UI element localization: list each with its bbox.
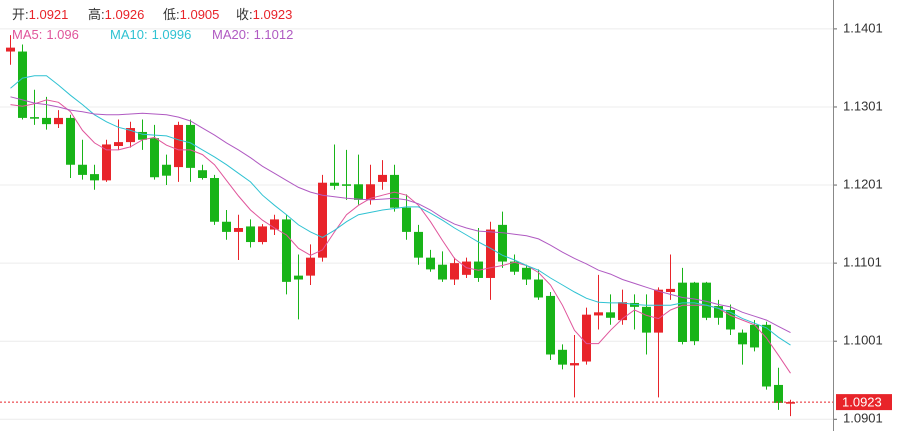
candle-body bbox=[330, 182, 339, 186]
candle-body bbox=[726, 309, 735, 330]
candle-body bbox=[54, 117, 63, 125]
candle-body bbox=[510, 261, 519, 272]
candle-body bbox=[678, 282, 687, 342]
candle-body bbox=[114, 142, 123, 147]
candle-body bbox=[174, 124, 183, 168]
candle-body bbox=[186, 124, 195, 168]
ohlc-value: 1.0923 bbox=[253, 7, 293, 22]
ohlc-value: 1.0905 bbox=[180, 7, 220, 22]
candle-body bbox=[66, 117, 75, 165]
candle-body bbox=[582, 314, 591, 362]
candle-body bbox=[654, 289, 663, 333]
legend-name: MA5: bbox=[12, 27, 42, 42]
candle-body bbox=[150, 138, 159, 178]
candle-body bbox=[102, 144, 111, 181]
candle-body bbox=[258, 226, 267, 243]
candle-body bbox=[762, 324, 771, 387]
candle-body bbox=[390, 174, 399, 208]
candle-body bbox=[618, 302, 627, 321]
ohlc-value: 1.0921 bbox=[29, 7, 69, 22]
legend-name: MA20: bbox=[212, 27, 250, 42]
candle-body bbox=[450, 263, 459, 280]
candle-body bbox=[294, 275, 303, 280]
candle-body bbox=[546, 295, 555, 355]
candle-body bbox=[738, 332, 747, 345]
candle-body bbox=[234, 227, 243, 232]
y-tick-label: 1.1101 bbox=[843, 255, 882, 270]
candle-body bbox=[570, 363, 579, 366]
candle-body bbox=[366, 184, 375, 200]
candle-body bbox=[438, 264, 447, 280]
candle-body bbox=[78, 164, 87, 175]
candle-body bbox=[774, 384, 783, 403]
candle-body bbox=[270, 219, 279, 230]
legend-name: MA10: bbox=[110, 27, 148, 42]
candle-body bbox=[414, 231, 423, 258]
candle-body bbox=[246, 226, 255, 243]
y-tick-label: 1.1001 bbox=[843, 333, 883, 348]
candle-body bbox=[354, 184, 363, 200]
current-price-label: 1.0923 bbox=[842, 395, 882, 410]
candle-body bbox=[126, 128, 135, 143]
candle-body bbox=[210, 178, 219, 222]
y-tick-label: 1.0901 bbox=[843, 411, 883, 426]
ma-line bbox=[10, 75, 791, 346]
candle-body bbox=[558, 349, 567, 365]
candle-body bbox=[6, 47, 15, 52]
y-tick-label: 1.1401 bbox=[843, 20, 883, 35]
ohlc-value: 1.0926 bbox=[105, 7, 145, 22]
candle-body bbox=[606, 312, 615, 318]
candle-body bbox=[594, 312, 603, 316]
legend-value: 1.096 bbox=[46, 27, 79, 42]
candle-body bbox=[702, 282, 711, 318]
candle-body bbox=[18, 51, 27, 118]
ma-line bbox=[10, 96, 791, 334]
candle-body bbox=[378, 174, 387, 182]
candle-body bbox=[534, 279, 543, 298]
current-price-tag bbox=[836, 394, 892, 411]
candle-body bbox=[42, 117, 51, 125]
candle-body bbox=[198, 170, 207, 179]
candle-body bbox=[426, 257, 435, 270]
ohlc-label: 开: bbox=[12, 7, 29, 22]
candle-body bbox=[714, 306, 723, 318]
ohlc-label: 收: bbox=[236, 7, 253, 22]
candle-body bbox=[786, 402, 795, 404]
candle-body bbox=[222, 221, 231, 232]
candle-body bbox=[162, 164, 171, 176]
candle-body bbox=[666, 288, 675, 293]
candle-body bbox=[498, 224, 507, 262]
ohlc-header: 开:1.0921 高:1.0926 低:1.0905 收:1.0923 bbox=[12, 7, 292, 22]
candle-body bbox=[282, 219, 291, 282]
legend-value: 1.1012 bbox=[254, 27, 294, 42]
candle-body bbox=[642, 306, 651, 333]
candle-body bbox=[30, 117, 39, 119]
candle-body bbox=[402, 207, 411, 232]
candle-body bbox=[342, 184, 351, 186]
ma-line bbox=[10, 99, 791, 374]
y-tick-label: 1.1301 bbox=[843, 98, 883, 113]
candle-body bbox=[90, 174, 99, 181]
ma-legend: MA5: 1.096 MA10: 1.0996 MA20: 1.1012 bbox=[12, 27, 293, 42]
ohlc-label: 高: bbox=[88, 7, 105, 22]
y-tick-label: 1.1201 bbox=[843, 176, 883, 191]
candle-body bbox=[306, 257, 315, 276]
candle-body bbox=[750, 324, 759, 348]
ohlc-label: 低: bbox=[163, 7, 180, 22]
candle-body bbox=[138, 131, 147, 140]
legend-value: 1.0996 bbox=[152, 27, 192, 42]
candle-body bbox=[318, 182, 327, 258]
candle-body bbox=[690, 282, 699, 342]
candle-body bbox=[522, 267, 531, 280]
candle-body bbox=[486, 229, 495, 278]
